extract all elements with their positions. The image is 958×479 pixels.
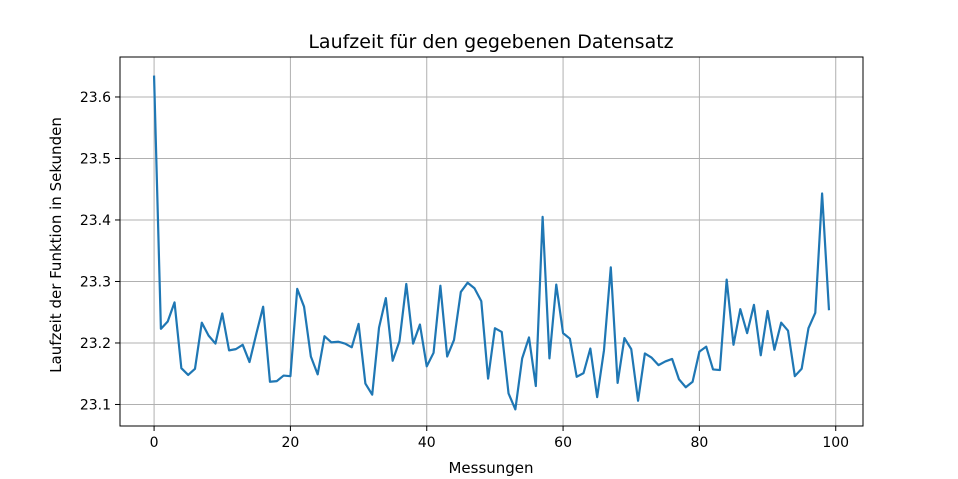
chart-title: Laufzeit für den gegebenen Datensatz [308,31,673,53]
axes-frame [119,56,864,427]
x-tick-label: 0 [150,435,159,451]
x-tick-label: 40 [418,435,436,451]
series-line [152,75,831,411]
x-tick-label: 60 [554,435,572,451]
y-axis-label: Laufzeit der Funktion in Sekunden [47,117,65,373]
x-tick-label: 20 [281,435,299,451]
y-tick-label: 23.5 [80,151,111,167]
y-tick-label: 23.6 [80,90,111,106]
x-tick-label: 80 [690,435,708,451]
y-tick-label: 23.3 [80,274,111,290]
y-tick-label: 23.1 [80,397,111,413]
y-tick-label: 23.2 [80,336,111,352]
y-tick-label: 23.4 [80,213,111,229]
x-tick-label: 100 [822,435,849,451]
x-axis-label: Messungen [448,459,533,477]
plot-area: 0 20 40 60 80 100 23.1 23.2 23.3 23.4 23.5 23.6 [80,56,864,451]
